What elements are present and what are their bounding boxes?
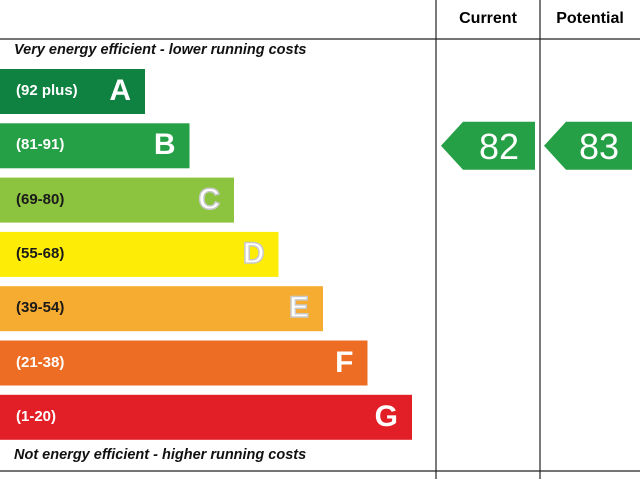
- band-bar-g: [0, 394, 412, 440]
- rating-bars: [0, 69, 412, 440]
- band-range-f: (21-38): [16, 353, 65, 371]
- bottom-note: Not energy efficient - higher running co…: [14, 447, 307, 463]
- band-letter-c: C: [198, 182, 221, 217]
- current-rating-value: 82: [478, 125, 520, 167]
- potential-column-header: Potential: [556, 10, 624, 27]
- band-letter-e: E: [288, 290, 310, 325]
- band-range-e: (39-54): [16, 299, 65, 317]
- band-range-b: (81-91): [16, 136, 65, 154]
- band-bar-b: [0, 123, 190, 169]
- band-letter-d: D: [242, 236, 265, 271]
- band-bar-a: [0, 69, 145, 114]
- band-range-a: (92 plus): [16, 82, 78, 99]
- band-range-d: (55-68): [16, 244, 65, 262]
- band-bar-f: [0, 340, 368, 386]
- current-rating-arrow: [441, 121, 535, 170]
- top-note: Very energy efficient - lower running co…: [14, 42, 307, 58]
- rating-arrows: [441, 121, 632, 170]
- band-letter-f: F: [335, 345, 354, 379]
- band-range-c: (69-80): [16, 190, 65, 208]
- potential-rating-value: 83: [578, 125, 620, 167]
- band-bar-e: [0, 286, 323, 332]
- band-letter-g: G: [374, 399, 398, 433]
- current-column-header: Current: [459, 10, 517, 27]
- band-bar-d: [0, 231, 279, 277]
- potential-rating-arrow: [544, 121, 632, 170]
- band-letter-a: A: [109, 74, 131, 107]
- band-range-g: (1-20): [16, 407, 57, 425]
- band-letter-b: B: [153, 128, 176, 162]
- band-bar-c: [0, 177, 234, 223]
